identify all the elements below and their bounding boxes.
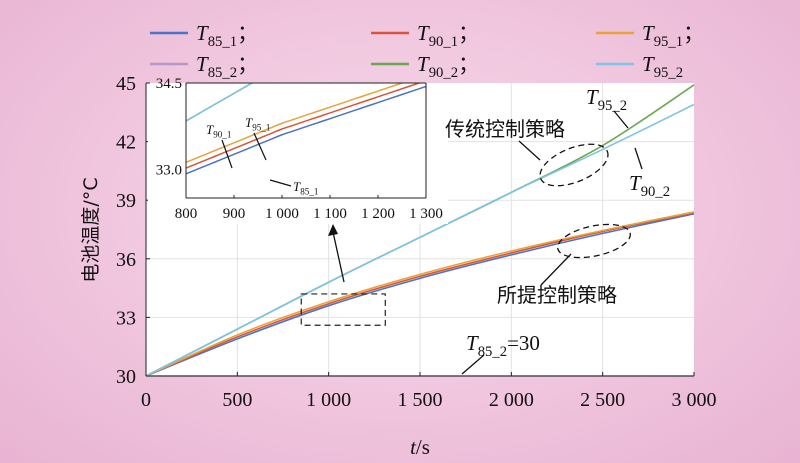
x-tick-label: 1 000 — [306, 389, 351, 411]
arrow-t85-2 — [461, 354, 485, 375]
label-t95-2: T95_2 — [586, 85, 627, 114]
legend-label-sub: 85_1 — [208, 34, 237, 50]
x-tick-label: 0 — [141, 389, 151, 411]
inset-y-tick-label: 34.5 — [156, 76, 182, 92]
label-t95-2-sub: 95_2 — [598, 98, 627, 114]
inset-label-t95-1-base: T — [245, 115, 253, 130]
label-t90-2-sub: 90_2 — [641, 184, 670, 200]
legend-sep: ； — [683, 21, 704, 45]
inset-zoom-plot: 800 900 1 000 1 100 1 200 1 30033.034.5T90_1T… — [148, 76, 448, 224]
label-t85-2-suffix: =30 — [507, 331, 540, 355]
inset-x-tick-label: 1 200 — [361, 206, 395, 222]
x-tick-label: 1 500 — [398, 389, 443, 411]
inset-label-t90-1-sub: 90_1 — [213, 130, 231, 140]
legend-label-base: T — [642, 52, 655, 76]
series-line-T95_2 — [145, 103, 695, 377]
x-axis-label-unit: /s — [416, 435, 430, 459]
legend-label-sub: 85_2 — [208, 65, 237, 81]
legend-sep: ； — [458, 52, 479, 76]
inset-label-t90-1-base: T — [206, 122, 214, 137]
arrow-t90-2 — [634, 147, 643, 170]
series-line-T90_1 — [145, 212, 695, 377]
arrow-t95-1 — [253, 132, 267, 161]
y-tick-label: 36 — [116, 249, 136, 271]
label-t85-2-base: T — [466, 331, 479, 355]
arrow-t90-1 — [221, 139, 233, 169]
legend-label-sub: 95_1 — [654, 34, 683, 50]
inset-series — [186, 83, 426, 175]
legend-label: T95_1； — [642, 21, 704, 50]
legend-label: T90_2； — [417, 52, 479, 81]
legend-label-sub: 90_1 — [429, 34, 458, 50]
inset-y-tick-label: 33.0 — [156, 162, 182, 178]
inset-label-t85-1: T85_1 — [293, 179, 318, 197]
legend-label-base: T — [417, 52, 430, 76]
label-t90-2-base: T — [629, 171, 642, 195]
y-tick-label: 30 — [116, 366, 136, 388]
arrow-zoom — [332, 231, 345, 283]
x-axis-label: t/s — [410, 435, 430, 459]
inset-x-tick-label: 1 300 — [409, 206, 443, 222]
y-tick-label: 39 — [116, 190, 136, 212]
legend-label-base: T — [417, 21, 430, 45]
inset-label-t95-1: T95_1 — [245, 115, 270, 133]
inset-x-tick-label: 800 — [175, 206, 198, 222]
legend-label: T95_2 — [642, 52, 683, 81]
inset-line-T95_2 — [186, 83, 254, 122]
x-axis-label-var: t — [410, 435, 417, 459]
inset-label-t95-1-sub: 95_1 — [252, 123, 270, 133]
arrow-conventional — [518, 140, 541, 161]
ellipse-conventional — [539, 143, 609, 187]
inset-label-t85-1-base: T — [293, 179, 301, 194]
inset-x-tick-label: 1 100 — [313, 206, 347, 222]
arrowhead-zoom — [328, 224, 338, 236]
x-tick-label: 3 000 — [672, 389, 717, 411]
series-line-T85_1 — [145, 213, 695, 377]
zoom-box — [300, 293, 386, 326]
legend-label-base: T — [196, 21, 209, 45]
legend-label: T85_1； — [196, 21, 258, 50]
inset-background — [148, 84, 448, 224]
legend-label: T90_1； — [417, 21, 479, 50]
x-tick-label: 500 — [222, 389, 252, 411]
x-tick-label: 2 000 — [489, 389, 534, 411]
arrow-proposed — [540, 253, 572, 286]
legend-label-base: T — [642, 21, 655, 45]
legend-label-sub: 95_2 — [654, 65, 683, 81]
arrow-t85-1 — [269, 179, 292, 187]
series-line-T95_1 — [145, 211, 695, 377]
legend: T85_1； T90_1； T95_1；T85_2； T90_2； T95_2 — [150, 21, 704, 81]
inset-x-tick-label: 900 — [223, 206, 246, 222]
inset-label-t90-1: T90_1 — [206, 122, 231, 140]
legend-sep: ； — [458, 21, 479, 45]
annotation-conventional: 传统控制策略 — [445, 117, 565, 141]
ellipse-proposed — [557, 223, 631, 259]
inset-line-T95_1 — [186, 83, 405, 164]
y-axis-label: 电池温度/°C — [80, 177, 102, 282]
label-t95-2-base: T — [586, 85, 599, 109]
legend-sep: ； — [237, 21, 258, 45]
label-t90-2: T90_2 — [629, 171, 670, 200]
inset-label-t85-1-sub: 85_1 — [300, 187, 318, 197]
label-t85-2: T85_2=30 — [466, 331, 540, 360]
y-tick-label: 45 — [116, 73, 136, 95]
label-t85-2-sub: 85_2 — [478, 344, 507, 360]
legend-sep: ； — [237, 52, 258, 76]
arrow-t95-2 — [613, 110, 629, 129]
legend-label-sub: 90_2 — [429, 65, 458, 81]
y-tick-label: 33 — [116, 307, 136, 329]
legend-label-base: T — [196, 52, 209, 76]
inset-x-tick-label: 1 000 — [265, 206, 299, 222]
y-tick-label: 42 — [116, 132, 136, 154]
inset-line-T85_1 — [186, 85, 426, 175]
annotation-proposed: 所提控制策略 — [497, 283, 617, 307]
inset-line-T90_1 — [186, 83, 422, 169]
x-tick-label: 2 500 — [580, 389, 625, 411]
legend-label: T85_2； — [196, 52, 258, 81]
